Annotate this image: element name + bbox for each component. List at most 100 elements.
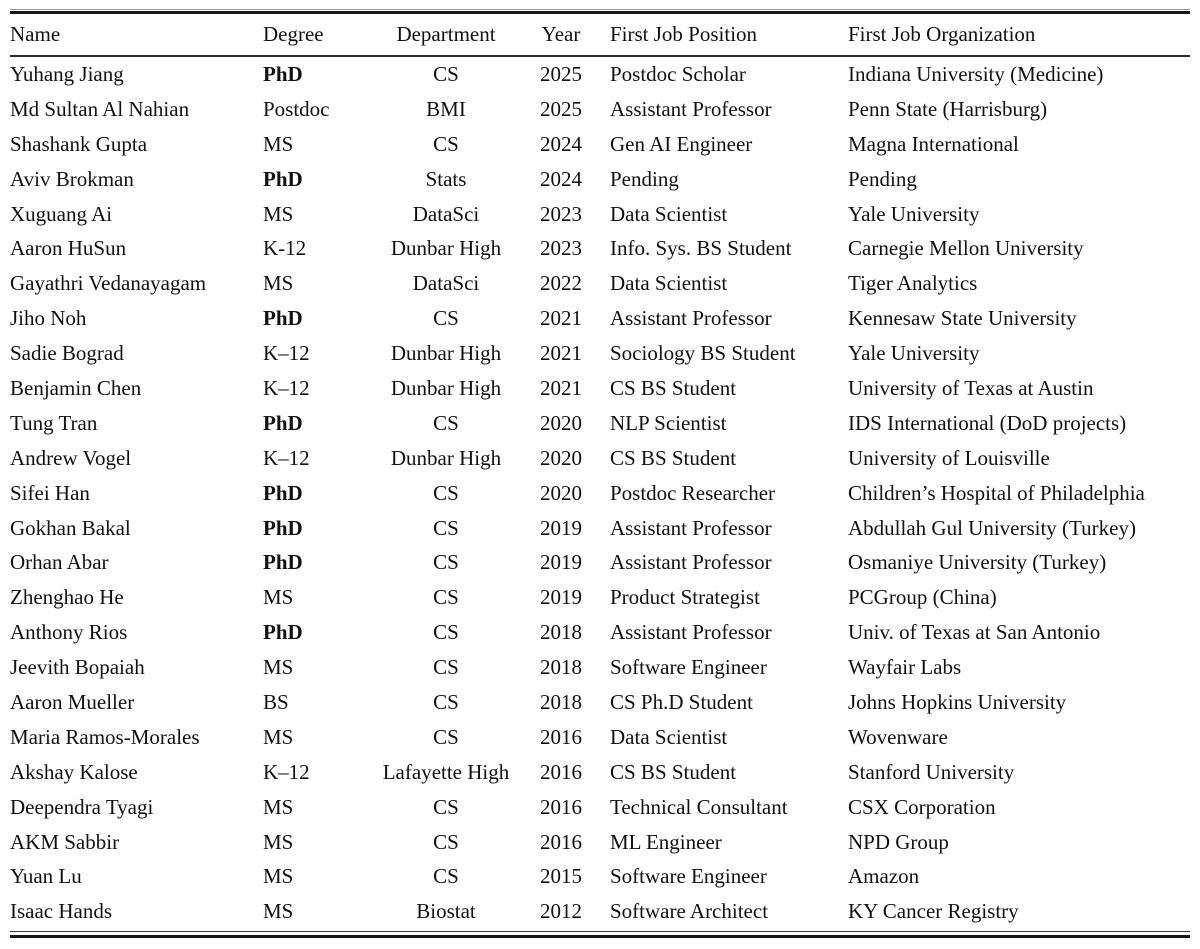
cell-organization: Penn State (Harrisburg) [848, 96, 1048, 121]
table-row: Orhan Abar PhD CS 2019 Assistant Professor Os… [10, 545, 1190, 580]
cell-organization: Johns Hopkins University [848, 689, 1067, 714]
table-row: Akshay Kalose K–12 Lafayette High 2016 CS BS… [10, 755, 1190, 790]
cell-degree: Postdoc [263, 96, 330, 121]
cell-degree: MS [263, 794, 294, 819]
cell-year: 2018 [540, 655, 582, 680]
cell-name: Aaron Mueller [10, 689, 135, 714]
cell-position: ML Engineer [610, 829, 722, 854]
cell-degree: BS [263, 689, 289, 714]
cell-organization: IDS International (DoD projects) [848, 410, 1127, 435]
table-row: Isaac Hands MS Biostat 2012 Software Archite… [10, 894, 1190, 929]
table-row: Deependra Tyagi MS CS 2016 Technical Consult… [10, 790, 1190, 825]
table-row: Benjamin Chen K–12 Dunbar High 2021 CS BS St… [10, 371, 1190, 406]
table-row: Aaron HuSun K-12 Dunbar High 2023 Info. Sys.… [10, 231, 1190, 266]
cell-name: Andrew Vogel [10, 445, 132, 470]
cell-organization: Tiger Analytics [848, 271, 978, 296]
table-row: Jiho Noh PhD CS 2021 Assistant Professor Kenn… [10, 301, 1190, 336]
cell-position: Software Engineer [610, 655, 767, 680]
cell-degree: PhD [263, 550, 303, 575]
cell-department: CS [433, 410, 459, 435]
cell-degree: K–12 [263, 759, 310, 784]
table-row: Gayathri Vedanayagam MS DataSci 2022 Data Sc… [10, 266, 1190, 301]
cell-year: 2019 [540, 585, 582, 610]
cell-department: CS [433, 620, 459, 645]
cell-department: Stats [425, 166, 467, 191]
column-header-organization: First Job Organization [848, 22, 1036, 46]
cell-position: Assistant Professor [610, 306, 772, 331]
cell-organization: PCGroup (China) [848, 585, 997, 610]
cell-name: Isaac Hands [10, 899, 113, 924]
cell-department: Dunbar High [390, 341, 502, 366]
cell-department: CS [433, 550, 459, 575]
table-row: Aviv Brokman PhD Stats 2024 Pending Pending [10, 162, 1190, 197]
cell-name: AKM Sabbir [10, 829, 120, 854]
cell-name: Shashank Gupta [10, 131, 148, 156]
cell-position: NLP Scientist [610, 410, 727, 435]
cell-position: Data Scientist [610, 271, 728, 296]
column-header-department: Department [396, 22, 496, 46]
cell-position: Info. Sys. BS Student [610, 236, 792, 261]
cell-organization: Kennesaw State University [848, 306, 1077, 331]
cell-organization: Children’s Hospital of Philadelphia [848, 480, 1145, 505]
cell-year: 2019 [540, 515, 582, 540]
cell-degree: MS [263, 864, 294, 889]
cell-position: Software Architect [610, 899, 769, 924]
cell-position: Data Scientist [610, 201, 728, 226]
column-header-degree: Degree [263, 22, 324, 46]
column-header-name: Name [10, 22, 61, 46]
cell-department: Dunbar High [390, 375, 502, 400]
table-row: Maria Ramos-Morales MS CS 2016 Data Scientis… [10, 720, 1190, 755]
cell-organization: NPD Group [848, 829, 949, 854]
cell-position: CS BS Student [610, 445, 737, 470]
cell-organization: Indiana University (Medicine) [848, 61, 1104, 86]
cell-position: Technical Consultant [610, 794, 788, 819]
cell-year: 2020 [540, 410, 582, 435]
cell-organization: CSX Corporation [848, 794, 996, 819]
table-row: Md Sultan Al Nahian Postdoc BMI 2025 Assista… [10, 92, 1190, 127]
cell-position: Assistant Professor [610, 550, 772, 575]
cell-name: Benjamin Chen [10, 375, 142, 400]
table-row: Sadie Bograd K–12 Dunbar High 2021 Sociology… [10, 336, 1190, 371]
cell-department: CS [433, 306, 459, 331]
cell-degree: PhD [263, 410, 303, 435]
cell-organization: University of Texas at Austin [848, 375, 1094, 400]
cell-year: 2021 [540, 341, 582, 366]
cell-degree: MS [263, 655, 294, 680]
cell-name: Sadie Bograd [10, 341, 124, 366]
cell-degree: PhD [263, 480, 303, 505]
cell-name: Tung Tran [10, 410, 98, 435]
cell-year: 2022 [540, 271, 582, 296]
cell-department: DataSci [412, 271, 480, 296]
cell-position: Pending [610, 166, 679, 191]
cell-name: Jiho Noh [10, 306, 87, 331]
cell-degree: MS [263, 271, 294, 296]
cell-position: CS BS Student [610, 375, 737, 400]
cell-degree: MS [263, 201, 294, 226]
cell-degree: MS [263, 585, 294, 610]
table-bottom-rule-thin [10, 931, 1190, 933]
cell-organization: Abdullah Gul University (Turkey) [848, 515, 1136, 540]
cell-name: Jeevith Bopaiah [10, 655, 145, 680]
table-row: Xuguang Ai MS DataSci 2023 Data Scientist Yal… [10, 197, 1190, 232]
cell-name: Xuguang Ai [10, 201, 113, 226]
cell-name: Yuhang Jiang [10, 61, 124, 86]
cell-department: Dunbar High [390, 236, 502, 261]
cell-year: 2024 [540, 166, 582, 191]
cell-year: 2016 [540, 829, 582, 854]
cell-year: 2023 [540, 236, 582, 261]
cell-name: Deependra Tyagi [10, 794, 154, 819]
cell-department: Biostat [416, 899, 476, 924]
cell-organization: Stanford University [848, 759, 1015, 784]
cell-position: Postdoc Scholar [610, 61, 746, 86]
alumni-table: Name Degree Department Year First Job Positi… [0, 9, 1200, 939]
cell-position: Assistant Professor [610, 620, 772, 645]
cell-name: Yuan Lu [10, 864, 82, 889]
cell-name: Sifei Han [10, 480, 90, 505]
table-row: Yuhang Jiang PhD CS 2025 Postdoc Scholar Indi… [10, 57, 1190, 92]
cell-organization: Pending [848, 166, 917, 191]
cell-degree: PhD [263, 61, 303, 86]
cell-department: Lafayette High [382, 759, 510, 784]
cell-organization: Amazon [848, 864, 920, 889]
table-header-row: Name Degree Department Year First Job Positi… [10, 14, 1190, 55]
cell-department: CS [433, 864, 459, 889]
